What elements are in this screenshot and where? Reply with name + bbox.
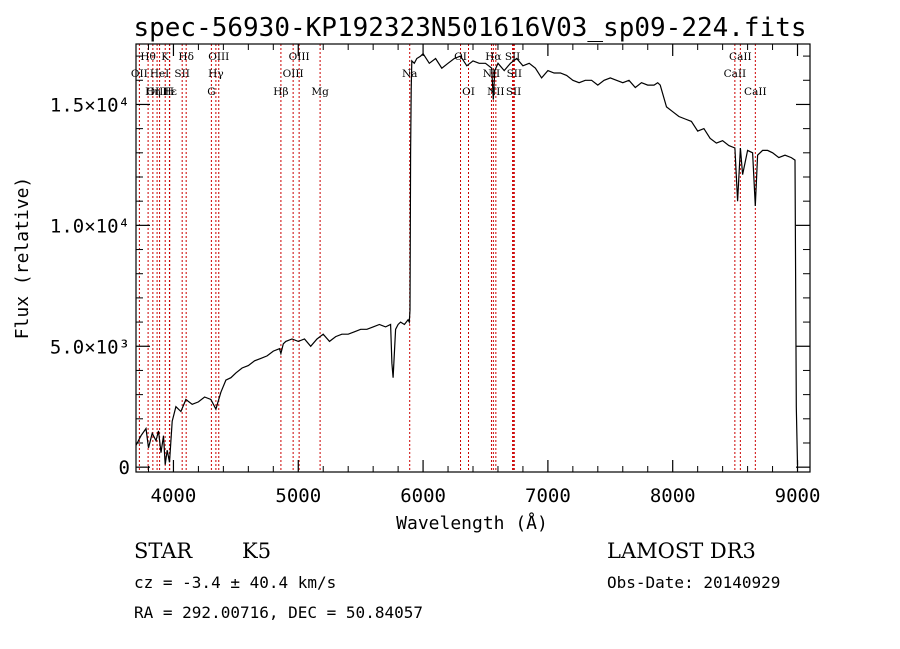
- line-label-0: Hθ: [140, 51, 155, 63]
- line-label-9: Hδ: [178, 51, 193, 63]
- y-axis-ticks: 0 5.0×10³ 1.0×10⁴ 1.5×10⁴: [50, 55, 810, 479]
- ra-dec-coordinates: RA = 292.00716, DEC = 50.84057: [134, 603, 423, 622]
- line-label-5: HeI: [150, 68, 170, 80]
- line-label-17: Na: [402, 68, 417, 80]
- line-label-13: Hβ: [273, 86, 288, 98]
- line-label-23: SII: [505, 51, 521, 63]
- observation-date: Obs-Date: 20140929: [607, 573, 780, 592]
- line-label-19: OI: [462, 86, 475, 98]
- line-label-1: OII: [131, 68, 148, 80]
- spectral-line-markers: [138, 44, 756, 472]
- line-label-27: CaII: [729, 51, 752, 63]
- line-label-24: SII: [507, 68, 523, 80]
- line-label-11: Hγ: [208, 68, 223, 80]
- y-tick-label-3: 1.5×10⁴: [50, 94, 130, 116]
- plot-frame: [135, 43, 811, 473]
- line-label-16: Mg: [311, 86, 329, 98]
- object-subclass: K5: [242, 539, 271, 563]
- y-axis-label: Flux (relative): [12, 177, 33, 340]
- line-label-2: OIII: [147, 86, 168, 98]
- spectrum-line: [135, 52, 799, 465]
- x-tick-label-4: 8000: [650, 485, 696, 507]
- x-tick-label-5: 9000: [775, 485, 821, 507]
- x-axis-label: Wavelength (Å): [396, 512, 548, 534]
- line-label-25: SII: [506, 86, 522, 98]
- x-tick-label-1: 5000: [275, 485, 321, 507]
- line-label-10: OIII: [208, 51, 229, 63]
- line-label-8: H: [165, 86, 174, 98]
- object-class: STAR: [134, 539, 193, 563]
- line-label-6: SII: [174, 68, 190, 80]
- line-label-12: G: [207, 86, 215, 98]
- line-label-4: K: [161, 51, 169, 63]
- x-tick-label-3: 7000: [525, 485, 571, 507]
- line-label-28: CaII: [744, 86, 767, 98]
- line-label-20: Hα: [485, 51, 501, 63]
- y-tick-label-1: 5.0×10³: [50, 336, 130, 358]
- redshift-velocity: cz = -3.4 ± 40.4 km/s: [134, 573, 336, 592]
- survey-name: LAMOST DR3: [607, 539, 756, 563]
- line-label-3: Hη: [145, 86, 160, 98]
- x-tick-label-2: 6000: [400, 485, 446, 507]
- y-tick-label-0: 0: [119, 457, 130, 479]
- x-axis-ticks: 4000 5000 6000 7000 8000 9000: [147, 44, 821, 507]
- y-tick-label-2: 1.0×10⁴: [50, 215, 130, 237]
- line-label-26: CaII: [724, 68, 747, 80]
- line-label-15: OIII: [289, 51, 310, 63]
- chart-title: spec-56930-KP192323N501616V03_sp09-224.f…: [133, 13, 806, 43]
- x-tick-label-0: 4000: [151, 485, 197, 507]
- line-label-22: NII: [487, 86, 504, 98]
- line-label-7: Hε: [162, 86, 177, 98]
- line-label-14: OIII: [283, 68, 304, 80]
